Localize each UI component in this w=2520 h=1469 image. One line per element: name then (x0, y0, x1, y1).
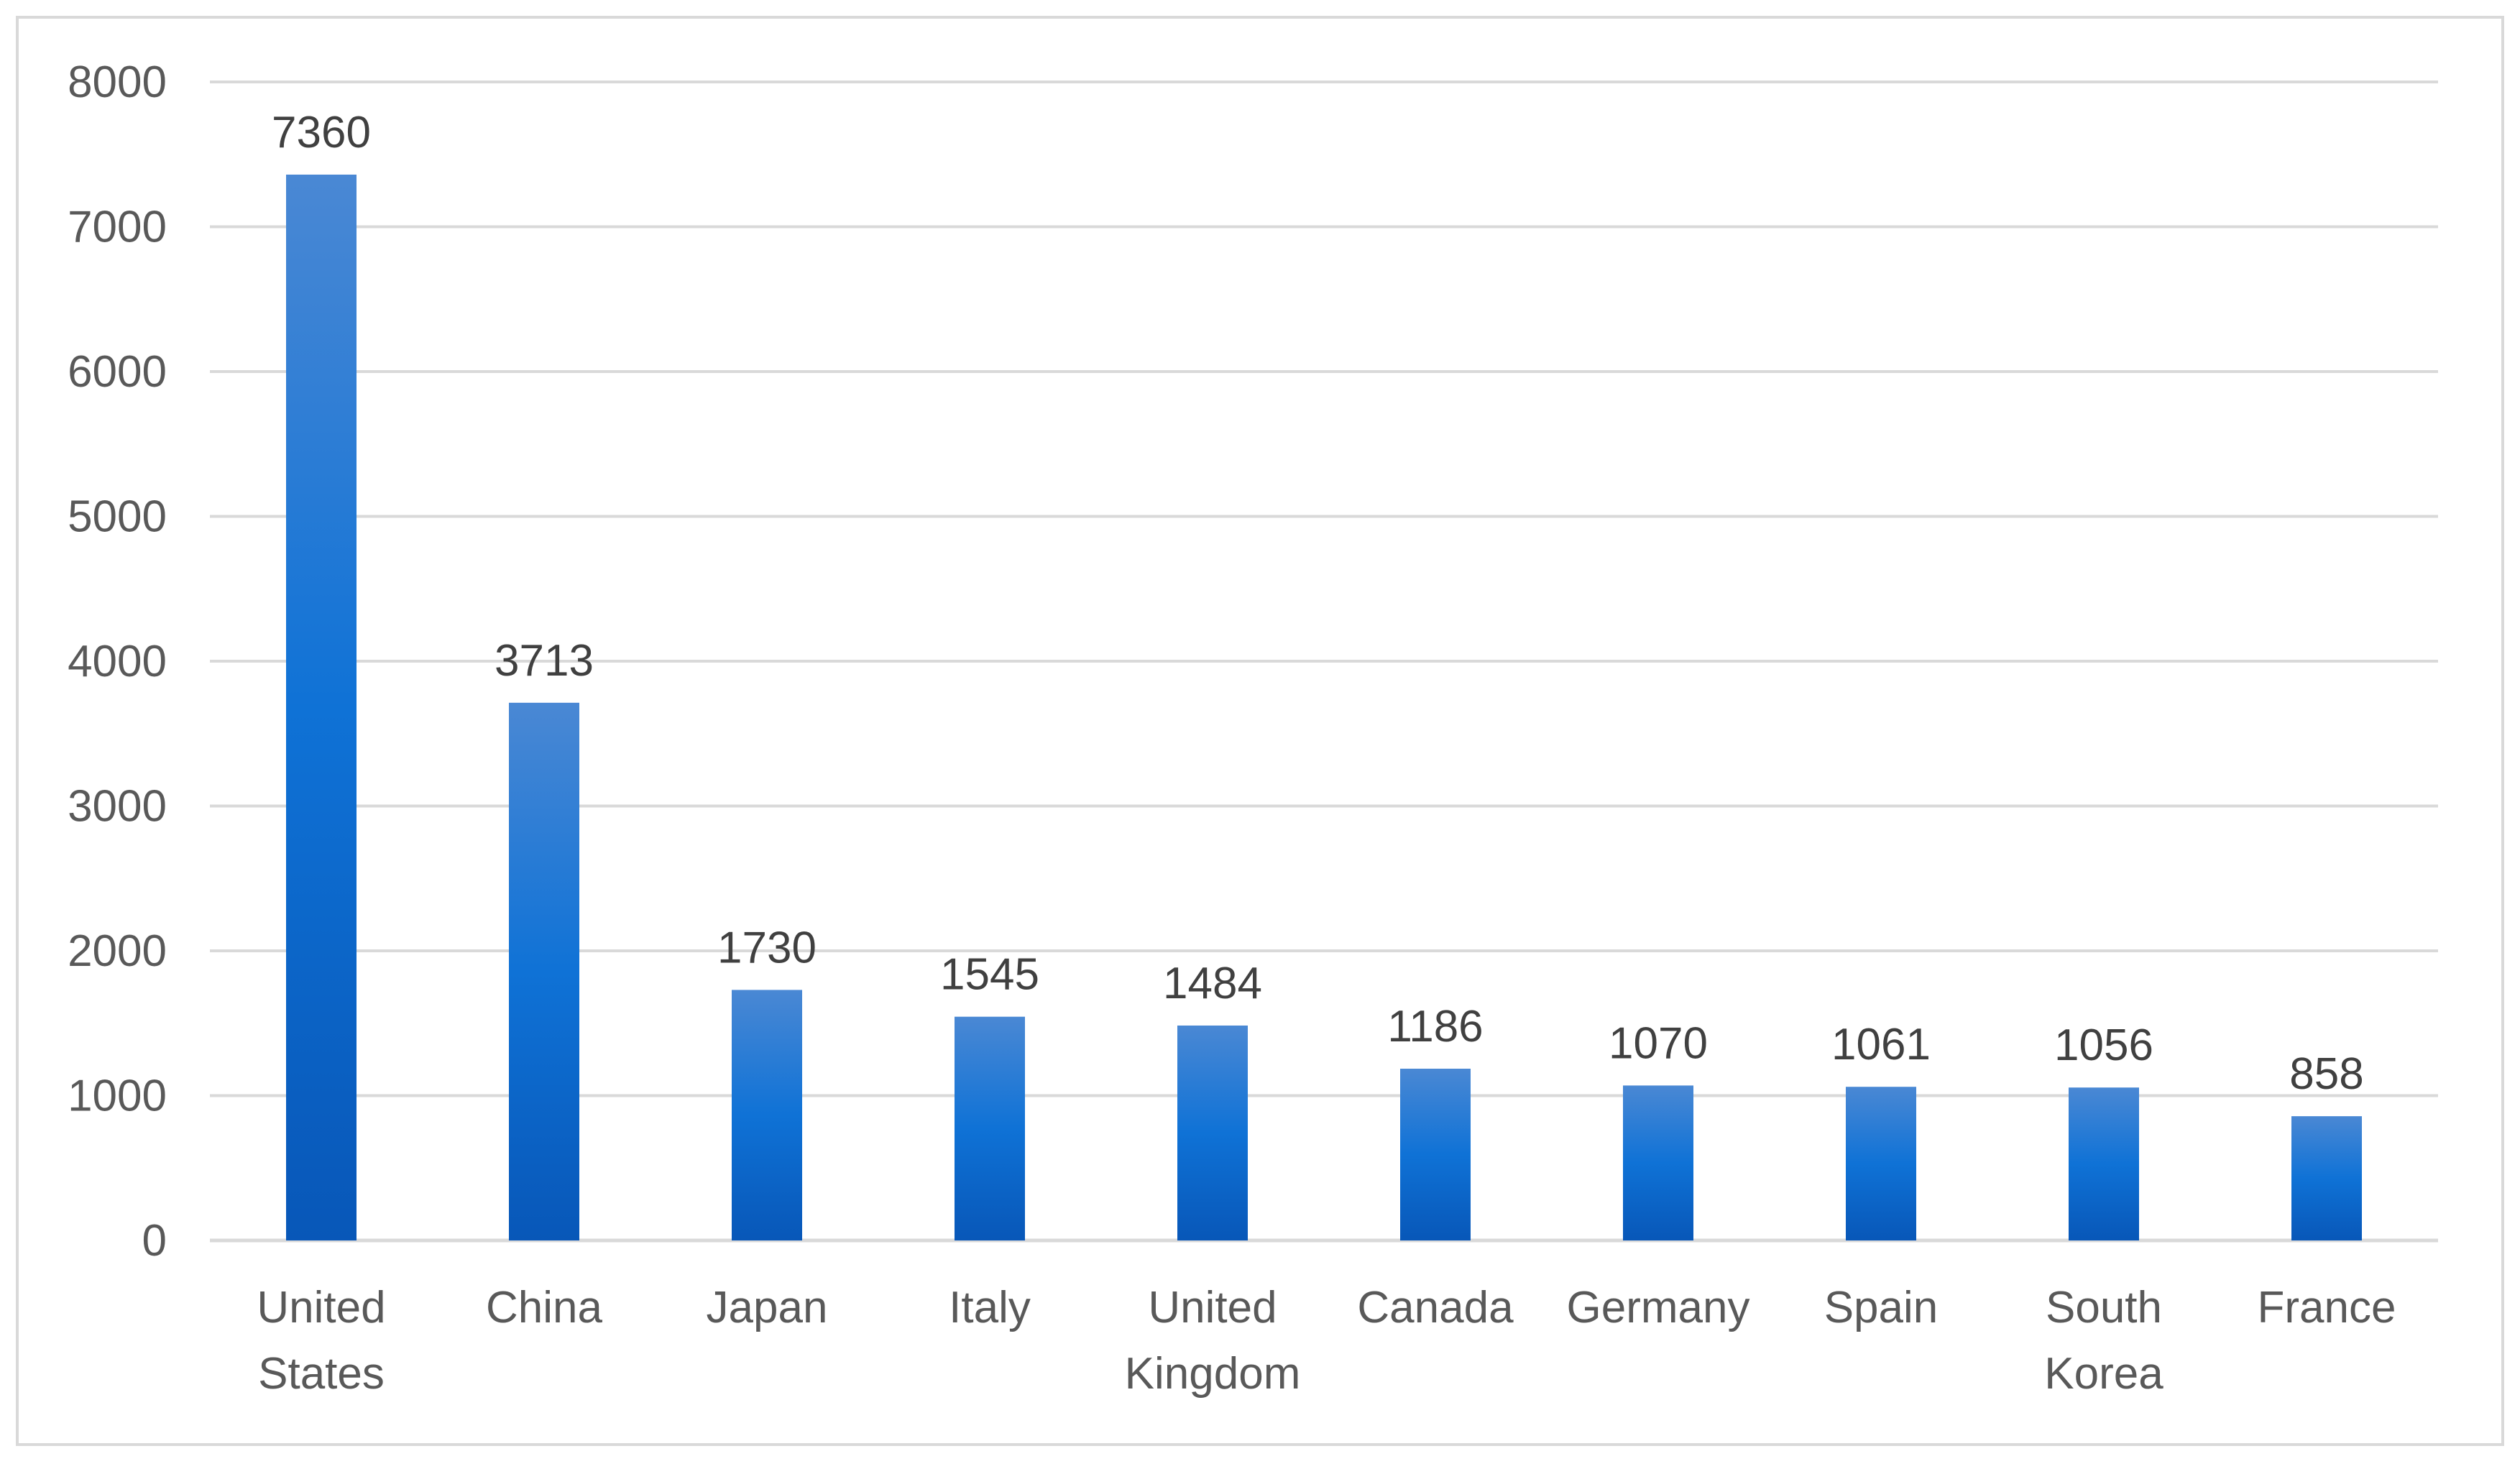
bar (955, 1016, 1025, 1240)
x-tick-label: United States (257, 1283, 385, 1399)
bar (2291, 1116, 2362, 1240)
y-axis-tick-labels: 0 1000 2000 3000 4000 5000 6000 7000 8000 (68, 57, 167, 1266)
x-tick-label: United Kingdom (1125, 1283, 1301, 1399)
bars (286, 174, 2362, 1241)
data-label: 858 (2289, 1049, 2363, 1099)
x-tick-label: Spain (1824, 1283, 1939, 1332)
gridlines (210, 80, 2438, 1243)
x-tick-label-line: Canada (1357, 1283, 1514, 1332)
data-label: 1056 (2054, 1021, 2153, 1070)
x-tick-label-line: United (1148, 1283, 1277, 1332)
x-tick-label: Italy (949, 1283, 1031, 1332)
x-tick-label: Germany (1567, 1283, 1750, 1332)
x-tick-label-line: United (257, 1283, 385, 1332)
x-tick-label-line: Spain (1824, 1283, 1939, 1332)
data-label: 7360 (272, 108, 371, 157)
x-tick-label-line: Germany (1567, 1283, 1750, 1332)
data-label: 1545 (940, 950, 1039, 1000)
data-labels: 7360 3713 1730 1545 1484 1186 1070 1061 1056 858 (272, 108, 2364, 1099)
x-tick-label: South Korea (2044, 1283, 2163, 1399)
y-tick-label: 3000 (68, 782, 167, 832)
bar (2069, 1087, 2139, 1240)
bar (1846, 1087, 1916, 1240)
x-tick-label-line: Korea (2044, 1349, 2163, 1399)
x-tick-label-line: Italy (949, 1283, 1031, 1332)
x-tick-label-line: China (486, 1283, 603, 1332)
y-tick-label: 4000 (68, 637, 167, 686)
bar (1400, 1069, 1471, 1240)
x-tick-label-line: France (2258, 1283, 2396, 1332)
y-tick-label: 2000 (68, 926, 167, 976)
data-label: 3713 (495, 636, 594, 686)
bar (1623, 1085, 1693, 1240)
x-tick-label: Japan (707, 1283, 828, 1332)
bar (732, 990, 802, 1240)
y-tick-label: 8000 (68, 57, 167, 107)
bar (509, 702, 579, 1240)
y-tick-label: 1000 (68, 1072, 167, 1121)
data-label: 1070 (1609, 1018, 1708, 1068)
y-tick-label: 6000 (68, 347, 167, 397)
x-tick-label-line: South (2046, 1283, 2162, 1332)
data-label: 1186 (1387, 1002, 1483, 1051)
y-tick-label: 0 (142, 1216, 167, 1266)
data-label: 1484 (1163, 959, 1262, 1008)
bar (1177, 1025, 1248, 1240)
data-label: 1730 (717, 923, 817, 972)
y-tick-label: 5000 (68, 492, 167, 542)
x-axis-tick-labels: United States China Japan Italy United Kingdom… (257, 1283, 2396, 1399)
x-tick-label: China (486, 1283, 603, 1332)
x-tick-label: Canada (1357, 1283, 1514, 1332)
x-tick-label-line: Japan (707, 1283, 828, 1332)
y-tick-label: 7000 (68, 203, 167, 252)
x-tick-label-line: Kingdom (1125, 1349, 1301, 1399)
data-label: 1061 (1831, 1020, 1931, 1069)
x-tick-label-line: States (258, 1349, 385, 1399)
bar (286, 174, 357, 1241)
x-tick-label: France (2258, 1283, 2396, 1332)
